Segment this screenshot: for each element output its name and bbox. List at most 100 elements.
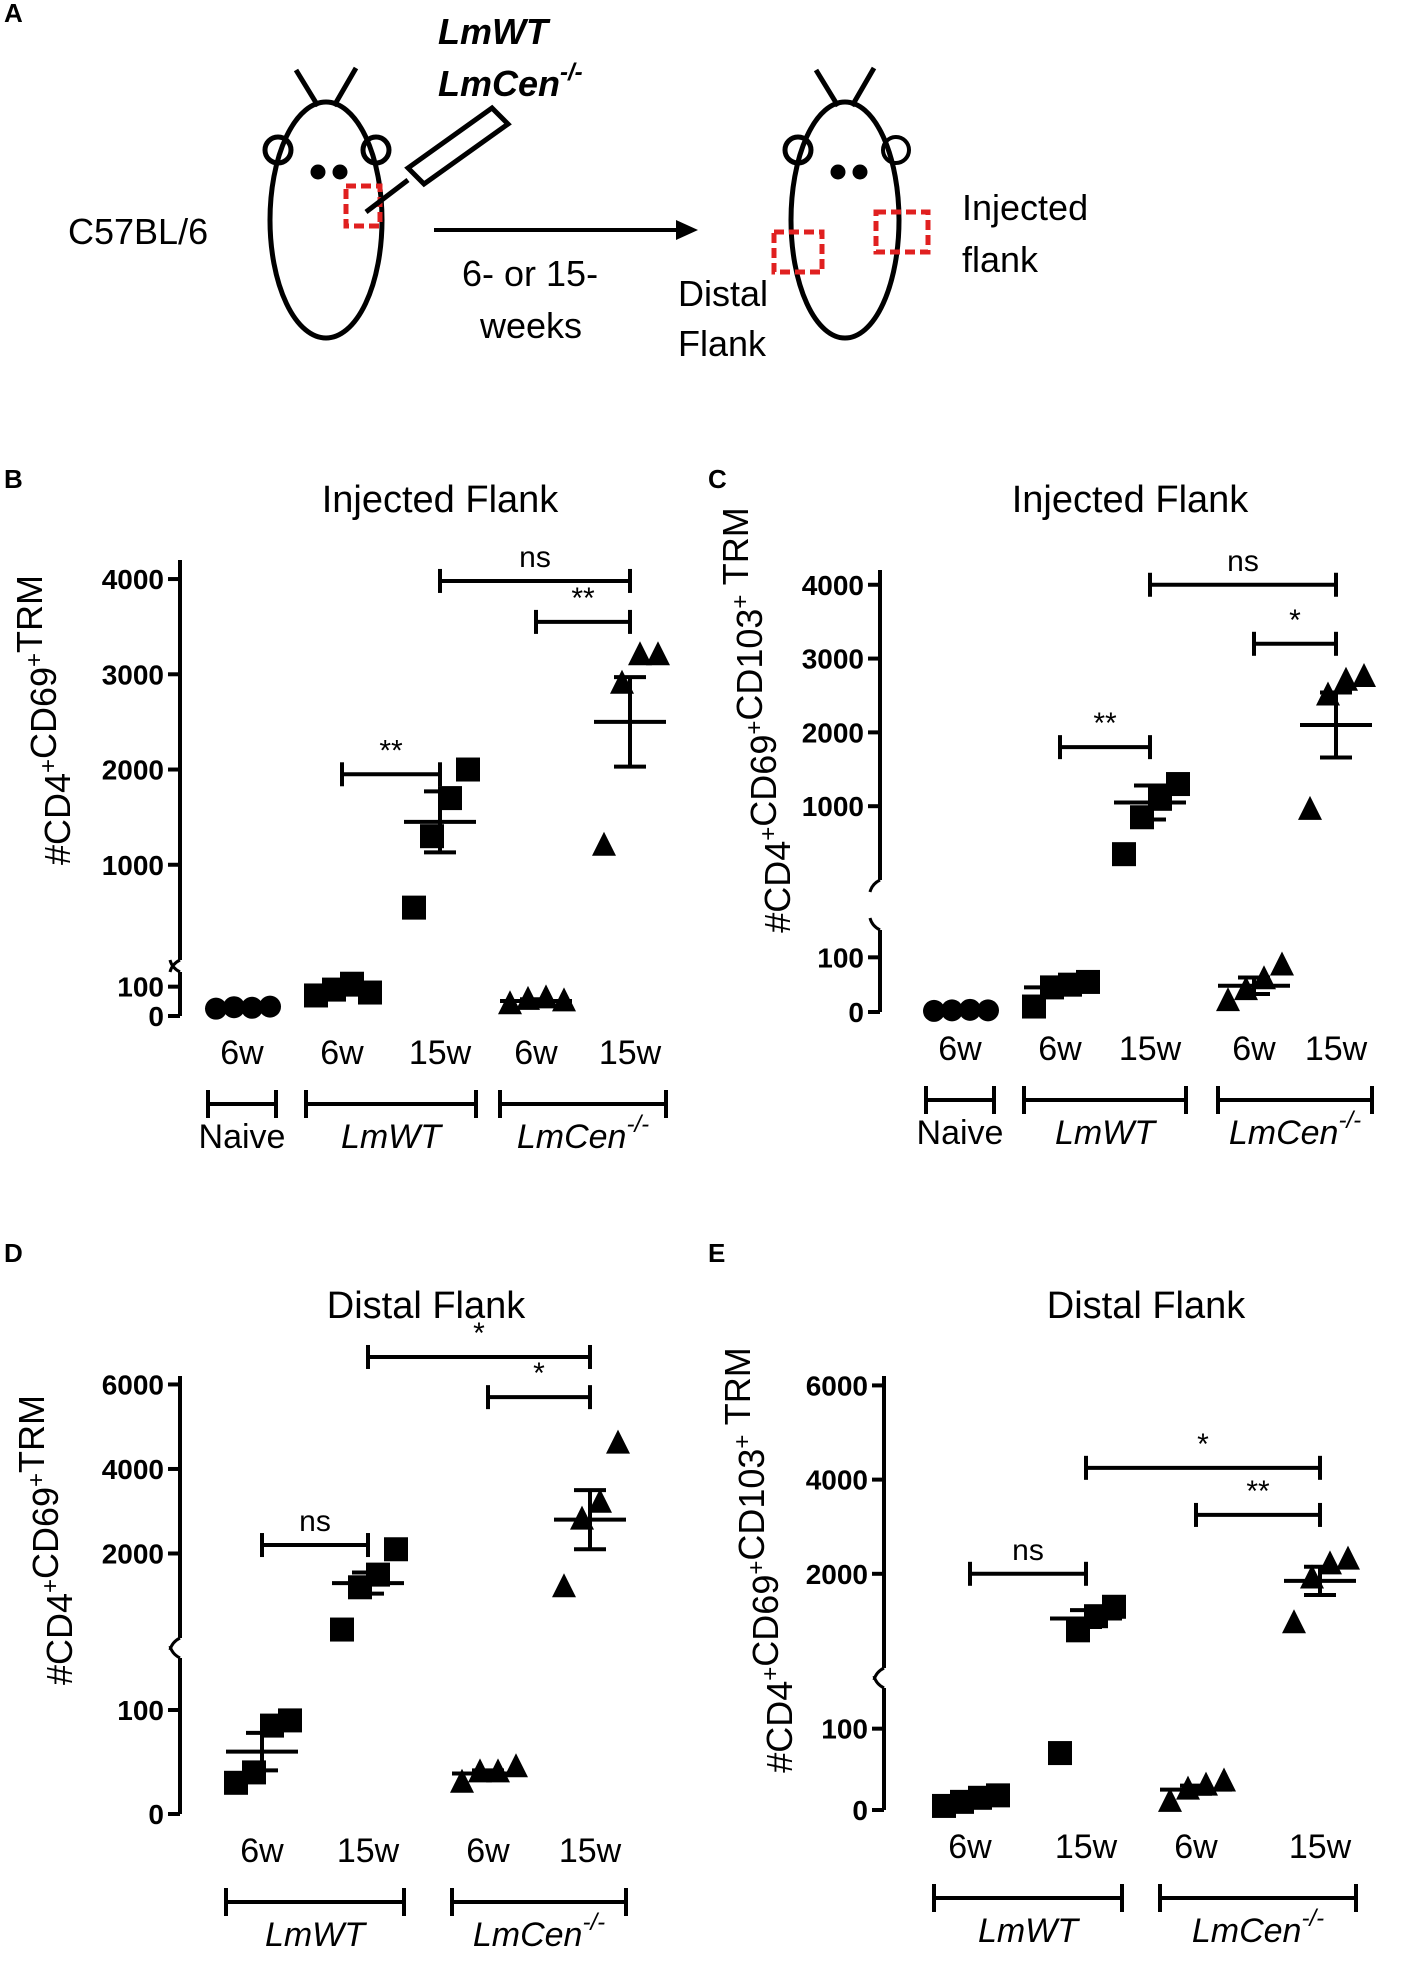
data-point [1212,1767,1236,1792]
x-category-label: 15w [1289,1828,1352,1866]
data-point [456,757,480,782]
series-0 [205,995,281,1020]
panel-letter-a: A [4,0,23,28]
group-bracket [1216,1086,1374,1114]
data-point [1112,842,1136,867]
significance-bracket [438,568,632,593]
significance-label: * [1289,604,1301,637]
y-tick-label: 2000 [806,1559,868,1590]
significance-bracket [1084,1455,1322,1480]
y-tick-label: 4000 [102,564,164,595]
y-tick-label: 1000 [102,850,164,881]
group-bracket [1022,1086,1188,1114]
series-4 [1298,663,1376,820]
data-point [1102,1594,1126,1619]
significance-label: ** [571,582,595,615]
y-tick-label: 4000 [102,1454,164,1485]
significance-label: ns [519,541,551,574]
data-point [384,1537,408,1562]
axis-break-mark [868,917,881,932]
y-axis [868,570,882,1012]
significance-label: ns [1012,1534,1044,1567]
group-bracket [206,1090,278,1118]
y-tick-label: 0 [852,1795,868,1826]
x-category-label: 15w [409,1034,472,1072]
group-label: LmCen-/- [1192,1905,1324,1950]
x-category-label: 15w [1055,1828,1118,1866]
group-label: LmWT [341,1118,443,1156]
series-1 [1048,1594,1126,1766]
significance-label: ** [1246,1475,1270,1508]
significance-bracket [968,1561,1088,1586]
data-point [358,980,382,1005]
y-tick-label: 1000 [802,791,864,822]
time-label-line2: weeks [479,305,582,346]
x-category-label: 15w [1119,1030,1182,1068]
y-tick-label: 2000 [102,755,164,786]
series-0 [224,1708,302,1795]
data-point [1352,663,1376,688]
data-point [592,831,616,856]
chart-panel-e: E Distal Flank 0 100 2000 4000 6000#CD4+CD69+C… [708,1238,1360,1950]
y-tick-label: 3000 [802,644,864,675]
data-point [1336,1545,1360,1570]
y-tick-label: 4000 [802,570,864,601]
series-0 [932,1783,1010,1818]
chart-title: Injected Flank [1012,479,1250,521]
significance-bracket [340,762,442,787]
data-point [1166,772,1190,797]
y-axis-label: #CD4+CD69+CD103+ TRM [715,507,798,933]
data-point [1270,951,1294,976]
y-tick-label: 2000 [102,1538,164,1569]
x-category-label: 6w [948,1828,992,1866]
series-2 [1112,772,1190,867]
chart-title: Injected Flank [322,479,560,521]
y-tick-label: 100 [821,1714,868,1745]
x-category-label: 15w [1305,1030,1368,1068]
y-tick-label: 100 [817,942,864,973]
series-1 [304,971,382,1008]
y-tick-label: 100 [117,1695,164,1726]
data-point [330,1617,354,1642]
group-label: LmCen-/- [517,1111,649,1156]
chart-title: Distal Flank [1047,1285,1246,1327]
chart-panel-d: D Distal Flank 0 100 2000 4000 6000 #CD4+CD69+T… [4,1238,630,1954]
group-label: LmWT [1055,1114,1157,1152]
charts: B Injected Flank01001000200030004000#CD4+… [4,464,1376,1954]
mouse-injected-icon [262,66,512,341]
y-tick-label: 3000 [102,659,164,690]
injection-lmwt-label: LmWT [438,11,551,52]
data-point [1298,795,1322,820]
schematic-panel-a: A C57BL/6 LmWT LmCen-/- 6- or 15- weeks [4,0,1088,364]
significance-bracket [1058,735,1152,760]
group-bracket [932,1884,1124,1912]
group-label: LmWT [265,1916,367,1954]
significance-bracket [534,609,632,634]
significance-bracket [1148,572,1338,597]
data-point [534,984,558,1009]
data-point [1282,1609,1306,1634]
y-axis-label: #CD4+CD69+TRM [9,575,78,865]
x-category-label: 15w [559,1832,622,1870]
axis-break-mark [872,1666,885,1681]
y-tick-label: 4000 [806,1465,868,1496]
time-arrow [434,220,698,240]
chart-panel-c: C Injected Flank 0 100 1000 2000 3000 4000#CD4+… [708,464,1376,1152]
data-point [552,1573,576,1598]
y-tick-label: 0 [148,1799,164,1830]
significance-label: ns [299,1505,331,1538]
mouse-flanks-icon [771,66,931,341]
x-category-label: 6w [938,1030,982,1068]
y-tick-label: 0 [148,1001,164,1032]
series-3 [1216,951,1294,1012]
y-axis-label: #CD4+CD69+CD103+ TRM [717,1347,800,1773]
data-point [1216,987,1240,1012]
significance-label: * [1197,1428,1209,1461]
significance-bracket [1194,1502,1322,1527]
x-category-label: 6w [514,1034,558,1072]
series-3 [1282,1545,1360,1634]
group-bracket [304,1090,478,1118]
data-point [1076,969,1100,994]
